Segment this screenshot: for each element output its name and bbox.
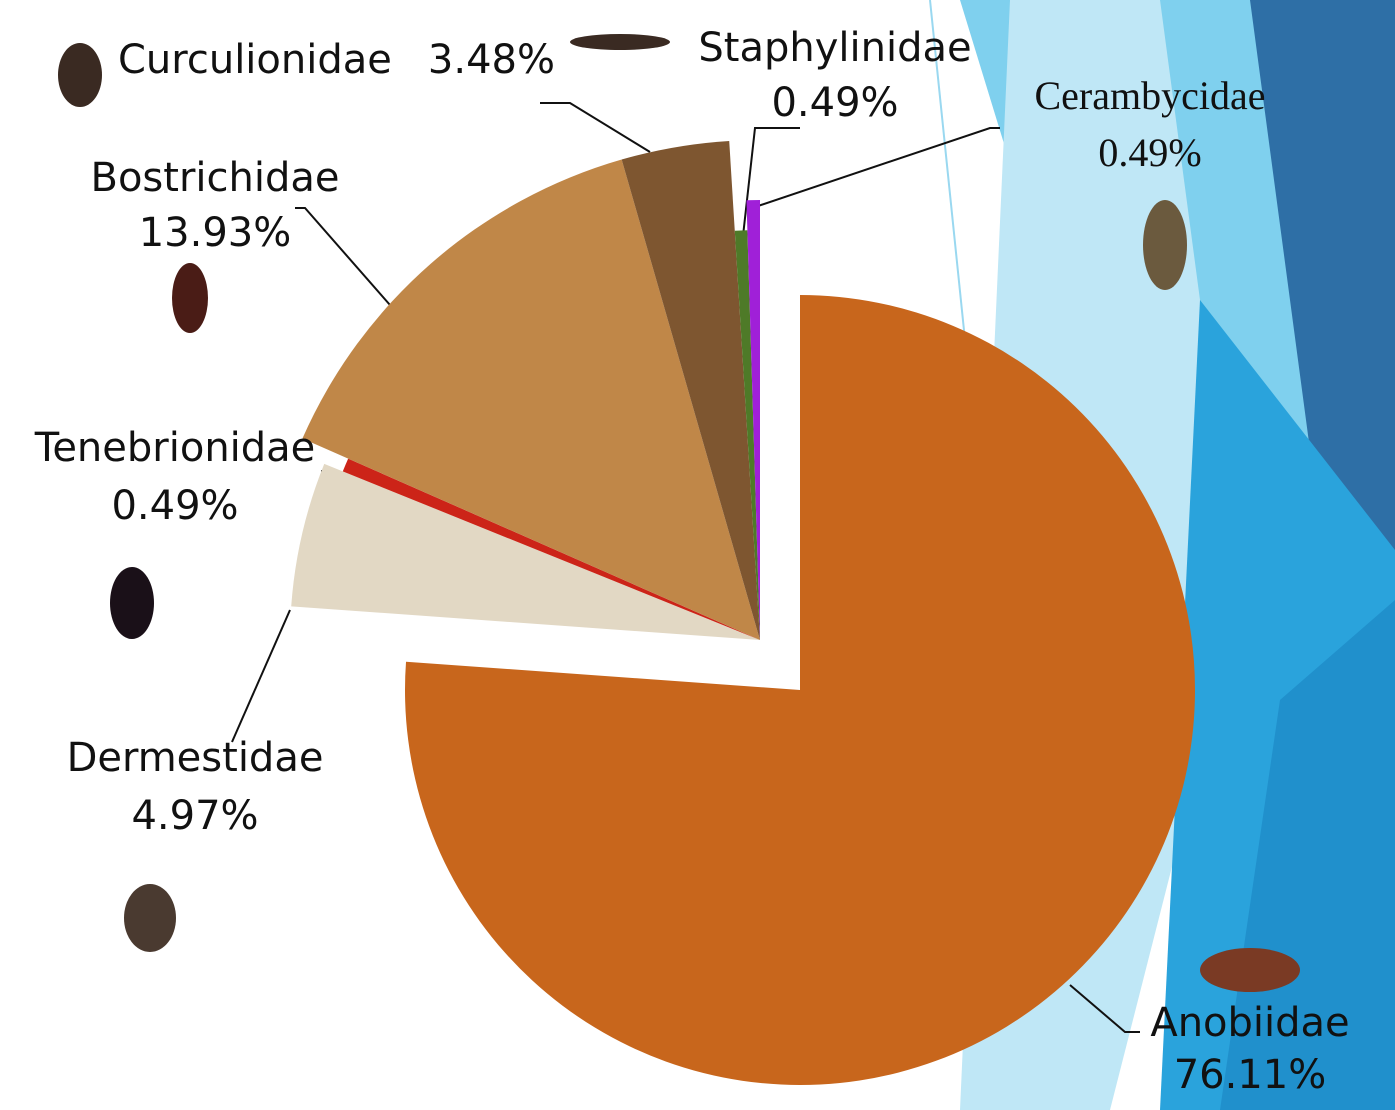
slice-label-value: 3.48% [428,37,555,83]
slice-label-name: Staphylinidae [698,25,971,71]
slice-label-name: Cerambycidae [1035,73,1266,118]
slice-label-name: Curculionidae [118,37,392,83]
slice-label-value: 76.11% [1174,1052,1327,1098]
slice-label-value: 4.97% [131,793,258,839]
slice-label-value: 0.49% [1098,130,1201,175]
chart: Anobiidae 76.11% Dermestidae 4.97% Tenebrion… [0,0,1395,1110]
slice-label-name: Tenebrionidae [34,425,316,471]
slice-label-value: 0.49% [771,80,898,126]
slice-label-name: Dermestidae [67,735,324,781]
slice-label-value: 13.93% [139,210,292,256]
slice-label-name: Anobiidae [1150,1000,1349,1046]
slice-label-value: 0.49% [111,483,238,529]
slice-label-name: Bostrichidae [91,155,340,201]
